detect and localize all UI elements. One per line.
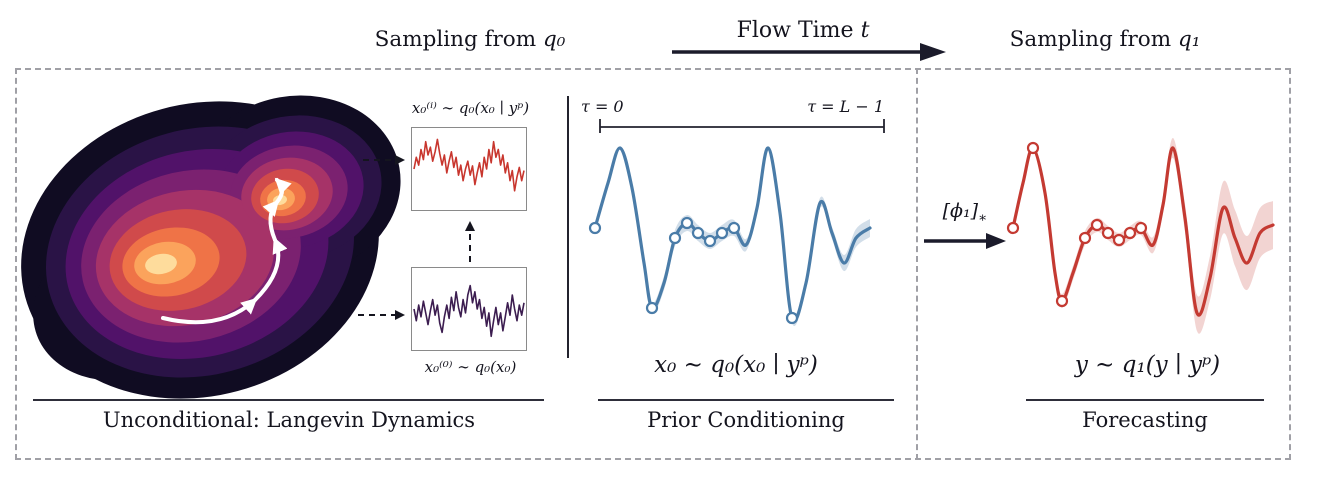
contour-plot bbox=[21, 95, 401, 399]
dashed-arrows bbox=[358, 155, 475, 320]
right-caption-rule bbox=[1026, 399, 1264, 401]
header-sampling-q0-var: q₀ bbox=[542, 27, 566, 52]
header-sampling-q0: Sampling from q₀ bbox=[350, 27, 590, 52]
left-middle-divider bbox=[567, 96, 569, 358]
header-sampling-q1: Sampling from q₁ bbox=[985, 27, 1225, 52]
left-caption: Unconditional: Langevin Dynamics bbox=[102, 408, 476, 432]
pushforward-label-base: [ϕ₁] bbox=[942, 200, 979, 222]
contour-svg bbox=[21, 95, 475, 399]
right-caption: Forecasting bbox=[1082, 408, 1208, 432]
flow-time-arrow bbox=[672, 43, 946, 61]
prior-label: x₀ ∼ q₀(x₀ ∣ yᵖ) bbox=[654, 352, 818, 378]
tau-bracket bbox=[599, 119, 885, 133]
inset-top-label: x₀⁽ⁱ⁾ ∼ q₀(x₀ ∣ yᵖ) bbox=[411, 99, 530, 117]
prior-plot-svg bbox=[588, 146, 872, 327]
forecast-dashed-divider bbox=[916, 68, 918, 460]
tau-right-label: τ = L − 1 bbox=[807, 97, 884, 116]
pushforward-arrow bbox=[924, 233, 1006, 249]
middle-caption-rule bbox=[598, 399, 894, 401]
header-flow-time-text: Flow Time bbox=[736, 18, 861, 43]
forecast-plot-svg bbox=[1006, 137, 1275, 334]
inset-bottom-box bbox=[411, 267, 527, 351]
langevin-trajectory bbox=[161, 177, 292, 325]
inset-bottom-label: x₀⁽⁰⁾ ∼ q₀(x₀) bbox=[424, 358, 517, 376]
header-sampling-q1-var: q₁ bbox=[1177, 27, 1201, 52]
tau-left-label: τ = 0 bbox=[581, 97, 624, 116]
header-sampling-q1-text: Sampling from bbox=[1009, 27, 1178, 52]
header-flow-time: Flow Time t bbox=[713, 18, 893, 43]
header-flow-time-var: t bbox=[860, 18, 870, 43]
inset-top-svg bbox=[413, 138, 525, 192]
inset-top-box bbox=[411, 127, 527, 211]
pushforward-label-sub: ∗ bbox=[978, 209, 988, 226]
middle-caption: Prior Conditioning bbox=[647, 408, 845, 432]
outer-dashed-box bbox=[15, 68, 1291, 460]
inset-bottom-svg bbox=[413, 284, 525, 338]
left-caption-rule bbox=[33, 399, 544, 401]
forecast-label: y ∼ q₁(y ∣ yᵖ) bbox=[1074, 352, 1221, 378]
header-sampling-q0-text: Sampling from bbox=[374, 27, 543, 52]
pushforward-label: [ϕ₁]∗ bbox=[925, 200, 1005, 226]
